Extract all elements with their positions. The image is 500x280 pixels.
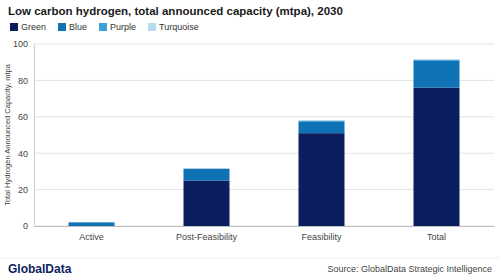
series-bars [69,60,460,226]
bar [184,181,230,227]
bar [69,222,115,223]
y-tick-label: 80 [18,76,28,86]
bar [184,168,230,169]
y-axis: 0 20 40 60 80 100 [13,39,35,231]
x-tick: Feasibility [301,226,342,242]
legend: Green Blue Purple Turquoise [10,22,199,32]
legend-item: Purple [99,22,136,32]
source: Source: GlobalData Strategic Intelligenc… [327,264,492,274]
y-tick-label: 20 [18,185,28,195]
x-tick-label: Feasibility [301,232,342,242]
bar [414,60,460,87]
bars [69,60,460,226]
x-tick: Active [79,226,104,242]
chart: Low carbon hydrogen, total announced cap… [0,0,500,280]
y-tick-label: 100 [13,39,28,49]
y-axis-line [34,45,35,227]
legend-swatch [99,23,107,31]
x-tick: Post-Feasibility [176,226,238,242]
title: Low carbon hydrogen, total announced cap… [8,5,343,17]
grid-line [34,44,494,45]
y-tick-label: 0 [23,221,28,231]
bar [299,120,345,122]
y-tick: 100 [13,39,34,49]
bar [184,169,230,181]
brand: GlobalData [8,262,72,276]
footer-rule [0,258,500,259]
y-tick: 40 [18,149,34,159]
bar [69,222,115,226]
bar [299,121,345,133]
legend-item: Green [10,22,46,32]
bar [184,168,230,169]
legend-label: Blue [69,22,87,32]
x-tick-label: Total [427,232,446,242]
bar [414,88,460,226]
legend-swatch [58,23,66,31]
legend-label: Turquoise [159,22,199,32]
y-tick: 80 [18,76,34,86]
bar [299,120,345,121]
grid [34,44,494,226]
bar [414,59,460,60]
x-tick: Total [427,226,446,242]
series-bars [299,60,460,122]
legend-label: Green [21,22,46,32]
series-bars [184,88,460,226]
y-tick-label: 40 [18,149,28,159]
legend-swatch [148,23,156,31]
bar [414,59,460,61]
bar [69,222,115,223]
legend-item: Blue [58,22,87,32]
x-tick-label: Active [79,232,104,242]
y-axis-title: Total Hydrogen Announced Capacity, mtpa [3,63,12,205]
x-axis: Active Post-Feasibility Feasibility Total [35,226,495,242]
y-tick: 20 [18,185,34,195]
legend-swatch [10,23,18,31]
y-tick: 0 [23,221,34,231]
y-tick-label: 60 [18,112,28,122]
y-tick: 60 [18,112,34,122]
x-tick-label: Post-Feasibility [176,232,238,242]
bar [299,133,345,226]
x-axis-line [35,226,495,227]
legend-label: Purple [110,22,136,32]
legend-item: Turquoise [148,22,199,32]
